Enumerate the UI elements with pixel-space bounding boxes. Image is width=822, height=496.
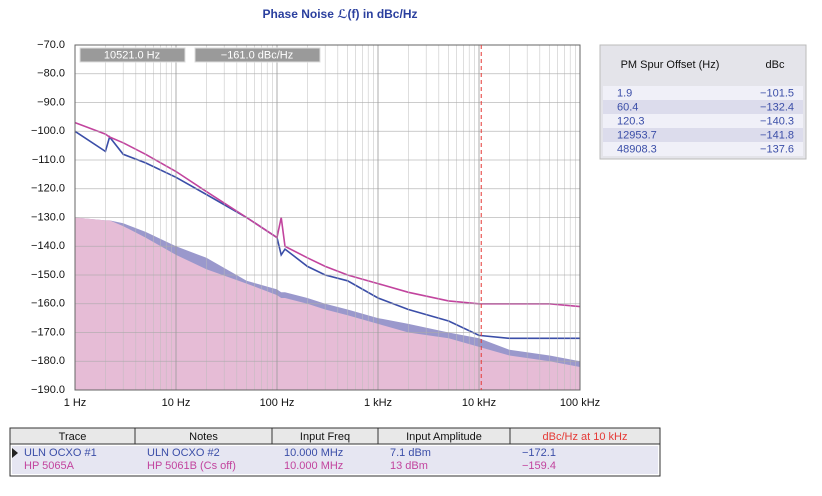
x-tick-label: 1 kHz <box>364 397 392 409</box>
x-tick-label: 100 kHz <box>560 397 600 409</box>
spur-header: dBc <box>766 59 785 71</box>
y-tick-label: −90.0 <box>37 96 65 108</box>
marker-y-label: −161.0 dBc/Hz <box>221 49 293 61</box>
trace-header: Trace <box>59 431 87 443</box>
y-tick-label: −130.0 <box>31 211 65 223</box>
spur-row <box>603 128 803 142</box>
y-tick-label: −100.0 <box>31 125 65 137</box>
trace-cell: HP 5065A <box>24 460 75 472</box>
trace-header-bg <box>9 427 661 445</box>
y-tick-label: −110.0 <box>32 154 65 166</box>
trace-line <box>74 130 580 340</box>
spur-dbc: −132.4 <box>760 101 794 113</box>
trace-cell: −172.1 <box>522 447 556 459</box>
x-tick-label: 1 Hz <box>64 397 87 409</box>
spur-row <box>603 86 803 100</box>
trace-header: dBc/Hz at 10 kHz <box>543 431 628 443</box>
trace-header: Input Freq <box>300 431 350 443</box>
row-pointer <box>12 448 18 458</box>
x-tick-label: 100 Hz <box>260 397 295 409</box>
spur-offset: 120.3 <box>617 115 645 127</box>
spur-offset: 12953.7 <box>617 129 657 141</box>
trace-rows-bg <box>12 446 658 474</box>
trace-cell: HP 5061B (Cs off) <box>147 460 236 472</box>
trace-cell: 10.000 MHz <box>284 447 343 459</box>
y-tick-label: −70.0 <box>37 39 65 51</box>
spur-header: PM Spur Offset (Hz) <box>621 59 720 71</box>
y-tick-label: −170.0 <box>31 326 65 338</box>
plot-frame <box>74 44 581 391</box>
spur-dbc: −137.6 <box>760 143 794 155</box>
spur-offset: 48908.3 <box>617 143 657 155</box>
y-tick-label: −180.0 <box>31 355 65 367</box>
spur-dbc: −101.5 <box>760 87 794 99</box>
y-tick-label: −120.0 <box>31 183 65 195</box>
x-tick-label: 10 Hz <box>162 397 191 409</box>
y-tick-label: −150.0 <box>31 269 65 281</box>
spur-offset: 60.4 <box>617 101 638 113</box>
marker-x-label: 10521.0 Hz <box>104 49 160 61</box>
area <box>75 217 580 390</box>
trace-cell: 7.1 dBm <box>390 447 431 459</box>
trace-cell: 13 dBm <box>390 460 428 472</box>
y-tick-label: −140.0 <box>31 240 65 252</box>
x-tick-label: 10 kHz <box>462 397 496 409</box>
chart-title: Phase Noise ℒ(f) in dBc/Hz <box>263 7 418 21</box>
trace-cell: 10.000 MHz <box>284 460 343 472</box>
marker-box <box>194 47 321 63</box>
trace-header: Notes <box>189 431 218 443</box>
spur-dbc: −141.8 <box>760 129 794 141</box>
spur-row <box>603 100 803 114</box>
spur-row <box>603 142 803 156</box>
trace-header: Input Amplitude <box>406 431 482 443</box>
y-tick-label: −80.0 <box>37 68 65 80</box>
marker-box <box>79 47 186 63</box>
trace-cell: ULN OCXO #1 <box>24 447 97 459</box>
y-tick-label: −160.0 <box>31 298 65 310</box>
y-tick-label: −190.0 <box>31 384 65 396</box>
trace-cell: ULN OCXO #2 <box>147 447 220 459</box>
spur-offset: 1.9 <box>617 87 632 99</box>
spur-row <box>603 114 803 128</box>
trace-cell: −159.4 <box>522 460 556 472</box>
spur-dbc: −140.3 <box>760 115 794 127</box>
